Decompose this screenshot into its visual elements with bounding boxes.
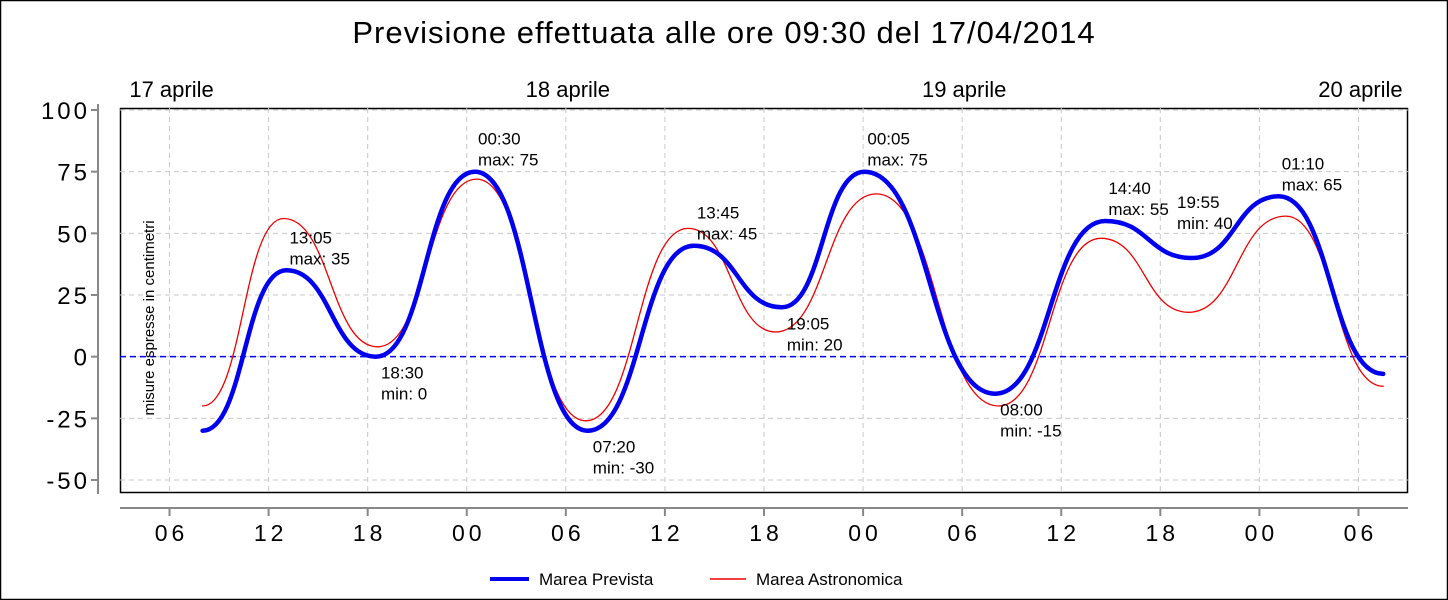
annotation-time: 08:00 — [1000, 401, 1043, 420]
extremum-annotation: 01:10 max: 65 — [1282, 154, 1342, 194]
annotation-time: 00:30 — [478, 130, 521, 149]
annotation-value: min: 40 — [1177, 214, 1233, 233]
annotation-value: max: 75 — [867, 151, 927, 170]
y-tick-label: -50 — [46, 468, 90, 495]
x-tick-label: 00 — [848, 520, 882, 546]
y-axis-label: misure espresse in centimetri — [141, 220, 158, 415]
annotation-time: 13:05 — [289, 228, 332, 247]
legend-label-marea-astronomica: Marea Astronomica — [756, 570, 903, 589]
x-tick-label: 00 — [452, 520, 486, 546]
extremum-annotation: 08:00 min: -15 — [1000, 401, 1061, 441]
annotation-value: max: 75 — [478, 151, 538, 170]
extremum-annotation: 13:05 max: 35 — [289, 228, 349, 268]
annotation-time: 00:05 — [867, 130, 910, 149]
extremum-annotation: 19:05 min: 20 — [787, 314, 843, 354]
day-label: 19 aprile — [922, 77, 1006, 102]
x-tick-label: 12 — [650, 520, 684, 546]
legend-label-marea-prevista: Marea Prevista — [539, 570, 654, 589]
extrema-annotations: 13:05 max: 35 18:30 min: 0 00:30 max: 75 07:20… — [289, 130, 1342, 478]
legend: Marea Prevista Marea Astronomica — [490, 570, 903, 589]
x-tick-label: 18 — [749, 520, 783, 546]
y-tick-label: -25 — [46, 406, 90, 433]
annotation-time: 14:40 — [1108, 179, 1151, 198]
day-label: 20 aprile — [1318, 77, 1402, 102]
x-tick-label: 18 — [1146, 520, 1180, 546]
day-label: 17 aprile — [129, 77, 213, 102]
x-tick-label: 06 — [551, 520, 585, 546]
annotation-value: max: 55 — [1108, 200, 1168, 219]
series-line-marea-prevista — [200, 169, 1386, 433]
extremum-annotation: 18:30 min: 0 — [381, 364, 427, 404]
annotation-value: min: 0 — [381, 385, 427, 404]
annotation-value: max: 65 — [1282, 175, 1342, 194]
annotation-time: 18:30 — [381, 364, 424, 383]
day-labels: 17 aprile 18 aprile 19 aprile 20 aprile — [129, 77, 1402, 102]
annotation-time: 07:20 — [593, 438, 636, 457]
extremum-annotation: 00:05 max: 75 — [867, 130, 927, 170]
extremum-annotation: 07:20 min: -30 — [593, 438, 654, 478]
y-tick-label: 50 — [57, 221, 90, 248]
y-tick-label: 25 — [57, 283, 90, 310]
x-tick-label: 06 — [155, 520, 189, 546]
x-tick-label: 00 — [1245, 520, 1279, 546]
extremum-annotation: 14:40 max: 55 — [1108, 179, 1168, 219]
x-tick-label: 12 — [254, 520, 288, 546]
chart-title: Previsione effettuata alle ore 09:30 del… — [352, 15, 1095, 50]
extremum-annotation: 13:45 max: 45 — [697, 204, 757, 244]
y-tick-label: 100 — [41, 98, 90, 125]
y-tick-label: 0 — [74, 345, 90, 372]
annotation-value: max: 45 — [697, 225, 757, 244]
series — [200, 169, 1386, 433]
x-tick-label: 06 — [1344, 520, 1378, 546]
day-label: 18 aprile — [526, 77, 610, 102]
y-tick-label: 75 — [57, 160, 90, 187]
annotation-value: min: -15 — [1000, 422, 1061, 441]
annotation-value: max: 35 — [289, 249, 349, 268]
tick-labels: 100 75 50 25 0 -25 -50 06 12 18 00 06 12 18 00 06 12 18 00… — [41, 98, 1378, 546]
extremum-annotation: 19:55 min: 40 — [1177, 193, 1233, 233]
annotation-time: 19:55 — [1177, 193, 1220, 212]
x-tick-label: 18 — [353, 520, 387, 546]
annotation-value: min: 20 — [787, 335, 843, 354]
x-tick-label: 12 — [1046, 520, 1080, 546]
annotation-time: 13:45 — [697, 204, 740, 223]
annotation-value: min: -30 — [593, 459, 654, 478]
series-line-marea-astronomica — [201, 178, 1384, 422]
x-tick-label: 06 — [947, 520, 981, 546]
extremum-annotation: 00:30 max: 75 — [478, 130, 538, 170]
annotation-time: 01:10 — [1282, 154, 1325, 173]
annotation-time: 19:05 — [787, 314, 830, 333]
